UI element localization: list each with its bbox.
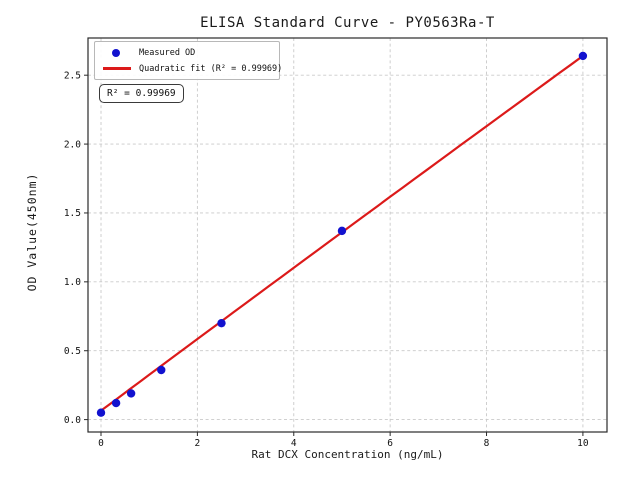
x-tick-label: 4 [291,438,297,449]
y-tick-label: 0.0 [64,415,81,426]
y-axis-label: OD Value(450nm) [25,172,39,292]
y-tick-label: 2.5 [64,70,81,81]
data-point [337,226,347,236]
y-tick-label: 0.5 [64,346,81,357]
data-point [126,389,136,398]
data-point [217,318,226,328]
x-axis-label: Rat DCX Concentration (ng/mL) [251,448,444,461]
measured-od-marker-icon [112,48,120,57]
x-tick-label: 6 [387,438,393,449]
chart-title: ELISA Standard Curve - PY0563Ra-T [200,15,495,31]
x-tick-label: 10 [577,438,589,449]
data-point [578,51,588,61]
x-tick-label: 0 [98,438,104,449]
legend-marker-cell [103,67,139,70]
legend-marker-cell [103,48,139,57]
plot-frame [87,37,608,433]
legend-item-measured-od: Measured OD [103,46,273,59]
legend: Measured OD Quadratic fit (R² = 0.99969) [94,41,282,80]
legend-item-quadratic-fit: Quadratic fit (R² = 0.99969) [103,62,282,75]
legend-label-quadratic-fit: Quadratic fit (R² = 0.99969) [139,63,283,74]
r-squared-annotation: R² = 0.99969 [99,84,184,103]
y-tick-label: 1.5 [64,208,81,219]
y-tick-label: 1.0 [64,277,81,288]
x-tick-label: 2 [195,438,201,449]
x-tick-label: 8 [484,438,490,449]
legend-label-measured-od: Measured OD [139,47,196,58]
data-point [96,408,106,417]
y-tick-label: 2.0 [64,139,81,150]
data-point [157,365,166,375]
quadratic-fit-line-icon [103,67,131,70]
data-point [111,398,121,408]
